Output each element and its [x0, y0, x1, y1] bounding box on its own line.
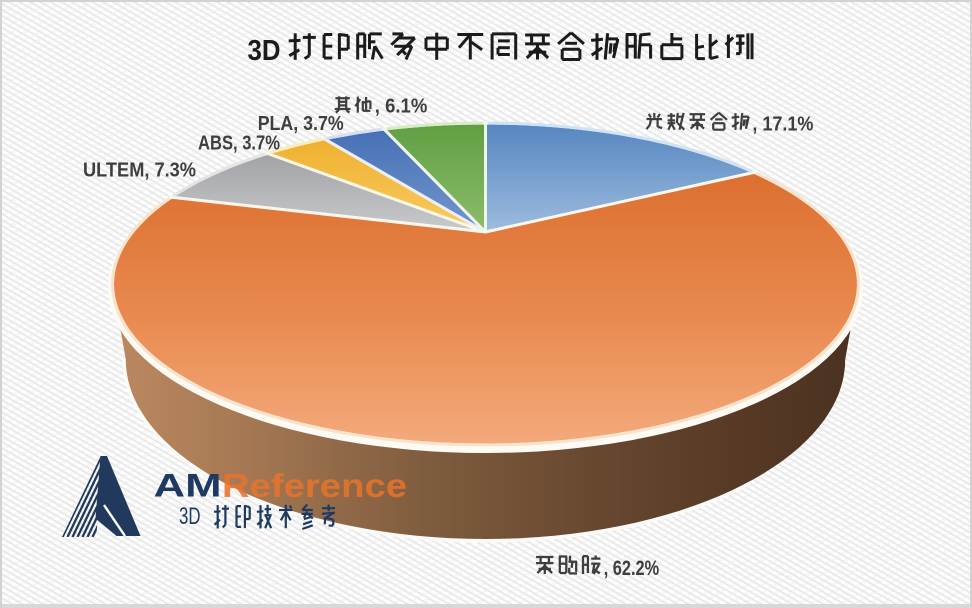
svg-text:ABS, 3.7%: ABS, 3.7% [198, 133, 280, 155]
svg-text:AM: AM [154, 468, 222, 504]
svg-text:3D: 3D [179, 503, 201, 530]
svg-text:, 17.1%: , 17.1% [752, 114, 813, 136]
svg-text:3D: 3D [248, 35, 281, 67]
svg-text:, 62.2%: , 62.2% [604, 557, 660, 580]
svg-text:, 6.1%: , 6.1% [375, 96, 428, 118]
svg-text:PLA, 3.7%: PLA, 3.7% [258, 113, 344, 135]
svg-text:ULTEM, 7.3%: ULTEM, 7.3% [83, 160, 196, 182]
svg-text:Reference: Reference [222, 467, 407, 504]
